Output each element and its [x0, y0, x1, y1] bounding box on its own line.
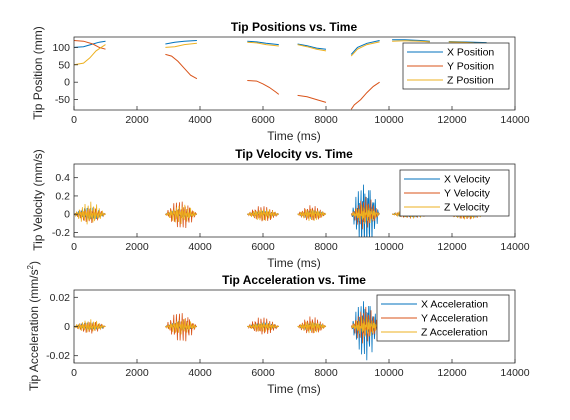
- series-line: [74, 44, 106, 66]
- chart-positions-title: Tip Positions vs. Time: [231, 20, 358, 34]
- x-tick-label: 4000: [188, 114, 212, 126]
- series-line: [392, 39, 430, 42]
- chart-positions-ticks: 0 2000 4000 6000 8000 10000 12000 14000-5005010…: [52, 42, 529, 126]
- x-tick-label: 0: [71, 114, 77, 126]
- series-line: [247, 80, 280, 95]
- y-tick-label: 0: [64, 321, 70, 333]
- chart-acceleration: Tip Acceleration vs. Time 0 2000 4000 6000 8…: [26, 261, 530, 396]
- series-line: [297, 321, 326, 334]
- x-tick-label: 2000: [125, 367, 149, 379]
- series-y-position: [74, 40, 380, 110]
- x-tick-label: 0: [71, 367, 77, 379]
- x-tick-label: 14000: [500, 114, 529, 126]
- chart-velocity-ylabel: Tip Velocity (mm/s): [31, 149, 45, 251]
- legend-entry: X Position: [447, 47, 494, 59]
- x-tick-label: 6000: [251, 114, 275, 126]
- x-tick-label: 4000: [188, 367, 212, 379]
- chart-acceleration-ticks: 0 2000 4000 6000 8000 10000 12000 14000-0.0200.…: [46, 292, 530, 379]
- series-line: [165, 313, 198, 342]
- x-tick-label: 8000: [314, 367, 338, 379]
- series-line: [247, 209, 279, 221]
- chart-acceleration-xlabel: Time (ms): [267, 382, 321, 396]
- x-tick-label: 14000: [500, 241, 529, 253]
- legend-entry: X Velocity: [444, 174, 491, 186]
- series-line: [350, 81, 380, 110]
- x-tick-label: 6000: [251, 241, 275, 253]
- x-tick-label: 6000: [251, 367, 275, 379]
- y-tick-label: 0.02: [50, 292, 71, 304]
- series-line: [297, 43, 327, 50]
- chart-velocity-ticks: 0 2000 4000 6000 8000 10000 12000 14000-0.200.2…: [52, 172, 530, 253]
- series-line: [350, 40, 380, 55]
- x-tick-label: 2000: [125, 114, 149, 126]
- x-tick-label: 2000: [125, 241, 149, 253]
- chart-velocity-axes-box: [73, 163, 516, 238]
- y-tick-label: 0: [64, 77, 70, 89]
- series-line: [74, 201, 106, 225]
- x-tick-label: 14000: [500, 367, 529, 379]
- legend-entry: X Acceleration: [421, 299, 488, 311]
- chart-positions-plot: [74, 39, 487, 110]
- series-line: [165, 42, 197, 48]
- series-line: [165, 201, 198, 229]
- chart-positions-legend: X Position Y Position Z Position: [402, 42, 510, 90]
- series-line: [165, 204, 198, 225]
- legend-box: [376, 294, 510, 342]
- chart-acceleration-title: Tip Acceleration vs. Time: [222, 273, 366, 287]
- series-line: [247, 322, 279, 332]
- y-tick-label: -0.02: [46, 350, 70, 362]
- x-tick-label: 10000: [374, 241, 403, 253]
- chart-positions-xlabel: Time (ms): [267, 129, 321, 143]
- y-tick-label: 100: [52, 42, 70, 54]
- x-tick-label: 4000: [188, 241, 212, 253]
- chart-positions-axes-box: [73, 36, 516, 111]
- x-tick-label: 0: [71, 241, 77, 253]
- y-tick-label: -50: [55, 94, 70, 106]
- x-tick-label: 10000: [374, 114, 403, 126]
- legend-entry: Z Position: [447, 75, 494, 87]
- series-line: [247, 41, 279, 47]
- chart-velocity-xlabel: Time (ms): [267, 256, 321, 270]
- y-tick-label: 0: [64, 209, 70, 221]
- y-tick-label: 50: [58, 59, 70, 71]
- series-line: [74, 40, 106, 50]
- chart-velocity-title: Tip Velocity vs. Time: [235, 147, 353, 161]
- y-tick-label: -0.2: [52, 227, 70, 239]
- x-tick-label: 8000: [314, 114, 338, 126]
- chart-velocity-legend: X Velocity Y Velocity Z Velocity: [399, 169, 510, 217]
- series-line: [297, 208, 326, 221]
- legend-entry: Z Acceleration: [421, 327, 488, 339]
- legend-entry: Y Position: [447, 61, 494, 73]
- series-line: [165, 318, 198, 335]
- y-tick-label: 0.2: [55, 190, 70, 202]
- legend-entry: Y Velocity: [444, 188, 491, 200]
- series-line: [165, 40, 197, 45]
- series-line: [247, 40, 279, 46]
- series-line: [165, 53, 198, 80]
- chart-positions: Tip Positions vs. Time 0 2000 4000 6000 8000…: [31, 20, 530, 143]
- x-tick-label: 12000: [437, 241, 466, 253]
- chart-acceleration-legend: X Acceleration Y Acceleration Z Accelerati…: [376, 294, 510, 342]
- series-line: [350, 41, 380, 57]
- y-tick-label: 0.4: [55, 172, 70, 184]
- chart-positions-ylabel: Tip Position (mm): [31, 26, 45, 120]
- x-tick-label: 8000: [314, 241, 338, 253]
- series-line: [392, 40, 430, 43]
- x-tick-label: 12000: [437, 367, 466, 379]
- series-line: [297, 44, 327, 52]
- series-line: [351, 316, 380, 337]
- chart-acceleration-ylabel: Tip Acceleration (mm/s2): [26, 261, 41, 391]
- legend-entry: Z Velocity: [444, 202, 490, 214]
- series-line: [297, 94, 327, 103]
- x-tick-label: 12000: [437, 114, 466, 126]
- series-line: [74, 319, 106, 333]
- series-line: [351, 204, 380, 224]
- x-tick-label: 10000: [374, 367, 403, 379]
- legend-entry: Y Acceleration: [421, 313, 488, 325]
- chart-velocity: Tip Velocity vs. Time 0 2000 4000 6000 8000 1…: [31, 147, 530, 270]
